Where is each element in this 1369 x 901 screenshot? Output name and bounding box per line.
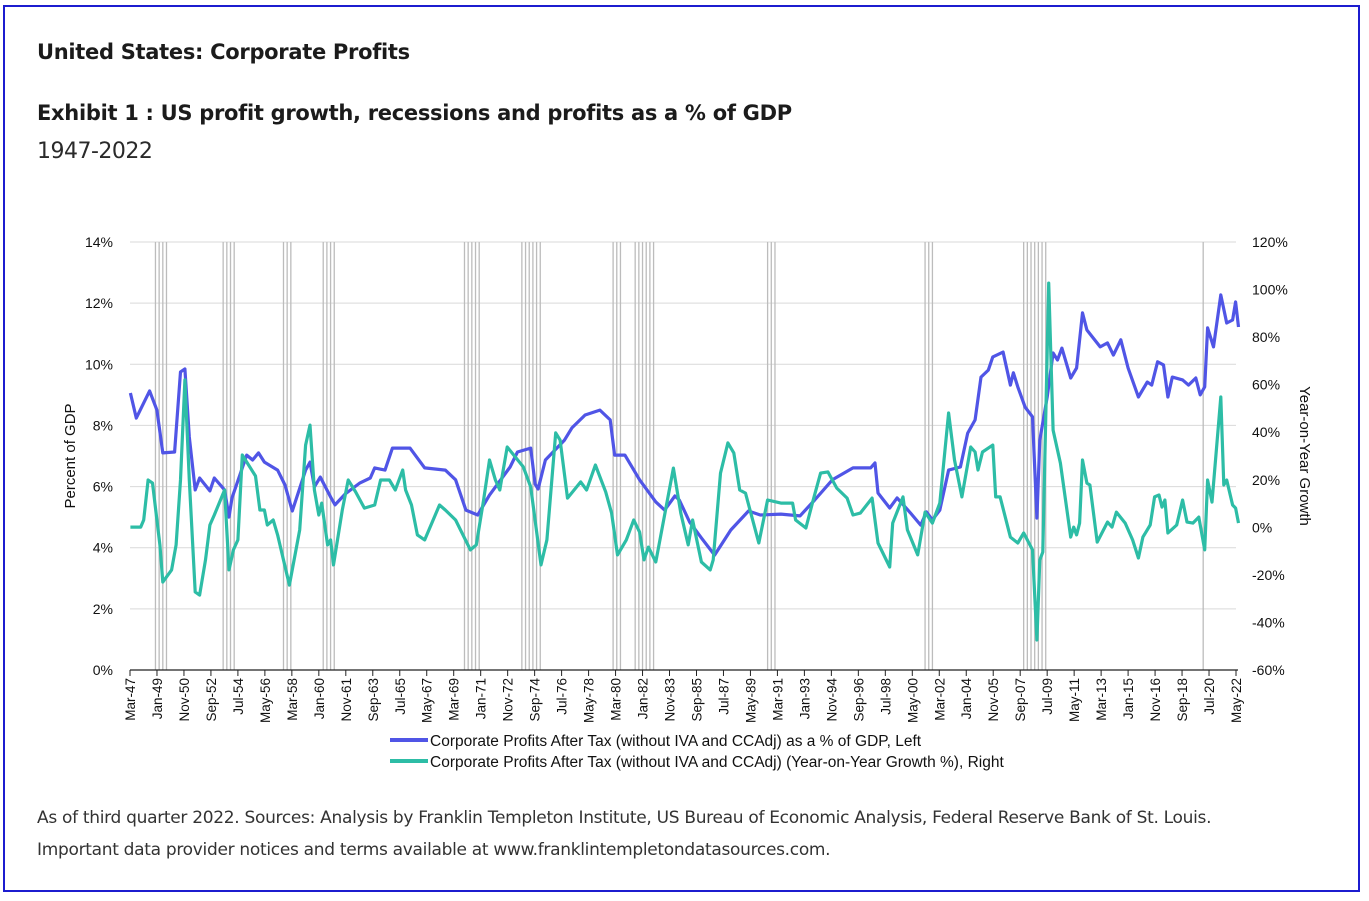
x-tick-label: Jan-15	[1121, 678, 1136, 719]
x-tick-label: Nov-94	[824, 678, 839, 722]
x-tick-label: Jul-09	[1040, 678, 1055, 715]
x-tick-label: Nov-72	[501, 678, 516, 722]
x-tick-label: May-11	[1067, 678, 1082, 722]
recession-band	[924, 242, 934, 670]
y-tick-label: 6%	[93, 479, 113, 495]
x-tick-label: Nov-83	[663, 678, 678, 722]
x-tick-label: Sep-74	[528, 678, 543, 722]
x-tick-label: Sep-63	[366, 678, 381, 722]
x-tick-label: Jan-60	[312, 678, 327, 719]
series-line-gdp-share	[128, 293, 1241, 557]
x-tick-label: May-22	[1229, 678, 1244, 723]
x-tick-label: Mar-91	[770, 678, 785, 721]
y2-tick-label: 80%	[1252, 329, 1280, 345]
x-tick-label: Nov-50	[177, 678, 192, 722]
y-tick-label: 8%	[93, 417, 113, 433]
y2-tick-label: -20%	[1252, 567, 1285, 583]
x-tick-label: Sep-52	[204, 678, 219, 722]
x-tick-label: May-89	[743, 678, 758, 723]
x-tick-label: Jan-82	[636, 678, 651, 719]
x-tick-label: May-00	[905, 678, 920, 723]
y2-tick-label: -60%	[1252, 662, 1285, 678]
y-axis-title: Percent of GDP	[62, 403, 79, 508]
page-title: United States: Corporate Profits	[37, 40, 410, 64]
x-tick-label: Nov-16	[1148, 678, 1163, 722]
x-tick-label: Mar-02	[932, 678, 947, 721]
y2-tick-label: 40%	[1252, 424, 1280, 440]
recession-band	[766, 242, 776, 670]
x-tick-label: May-78	[582, 678, 597, 723]
footer-notice: Important data provider notices and term…	[37, 840, 831, 860]
y-tick-label: 4%	[93, 540, 113, 556]
x-tick-label: Sep-18	[1175, 678, 1190, 722]
y2-tick-label: 120%	[1252, 234, 1288, 250]
y2-tick-label: 60%	[1252, 377, 1280, 393]
x-tick-label: Mar-47	[123, 678, 138, 721]
x-tick-label: Jul-98	[878, 678, 893, 715]
x-tick-label: Nov-61	[339, 678, 354, 722]
y-tick-label: 14%	[85, 234, 113, 250]
x-tick-label: Jul-76	[555, 678, 570, 715]
series-lines	[128, 281, 1241, 642]
y2-axis-title: Year-on-Year Growth	[1296, 386, 1313, 526]
x-tick-label: Jan-93	[797, 678, 812, 719]
legend-label-gdp: Corporate Profits After Tax (without IVA…	[430, 733, 922, 750]
x-tick-label: Sep-96	[851, 678, 866, 722]
x-tick-label: May-67	[420, 678, 435, 723]
y-tick-label: 10%	[85, 356, 113, 372]
y-tick-label: 0%	[93, 662, 113, 678]
y2-tick-label: 100%	[1252, 282, 1288, 298]
x-tick-label: Jul-20	[1202, 678, 1217, 715]
axes: 0% 2% 4% 6% 8% 10% 12% 14% -60% -40% -20% 0% 20% 40% 6…	[85, 234, 1288, 723]
recession-band	[222, 242, 235, 670]
x-tick-label: Jan-49	[150, 678, 165, 719]
x-tick-label: Sep-85	[689, 678, 704, 722]
x-tick-label: Mar-80	[609, 678, 624, 721]
x-tick-label: Mar-58	[285, 678, 300, 721]
x-tick-label: Jul-54	[231, 678, 246, 715]
recession-band	[282, 242, 292, 670]
series-line-yoy-growth	[130, 281, 1241, 642]
x-tick-label: Jan-71	[474, 678, 489, 719]
recession-band	[463, 242, 480, 670]
y-tick-label: 2%	[93, 601, 113, 617]
y-tick-label: 12%	[85, 295, 113, 311]
x-tick-label: Jul-65	[393, 678, 408, 715]
x-tick-label: Mar-69	[447, 678, 462, 721]
recession-band	[322, 242, 335, 670]
x-tick-label: Sep-07	[1013, 678, 1028, 722]
x-tick-label: Jan-04	[959, 678, 974, 720]
image-frame	[3, 5, 1360, 892]
y2-tick-label: 0%	[1252, 519, 1272, 535]
legend-label-yoy: Corporate Profits After Tax (without IVA…	[430, 754, 1004, 771]
footer-sources: As of third quarter 2022. Sources: Analy…	[37, 808, 1212, 828]
y2-tick-label: 20%	[1252, 472, 1280, 488]
legend: Corporate Profits After Tax (without IVA…	[390, 733, 1004, 771]
y2-tick-label: -40%	[1252, 614, 1285, 630]
recession-band	[634, 242, 655, 670]
x-tick-label: Mar-13	[1094, 678, 1109, 721]
recession-band	[154, 242, 168, 670]
exhibit-title: Exhibit 1 : US profit growth, recessions…	[37, 101, 792, 125]
period-subtitle: 1947-2022	[37, 139, 153, 164]
x-tick-label: Jul-87	[716, 678, 731, 715]
x-tick-label: May-56	[258, 678, 273, 723]
x-tick-label: Nov-05	[986, 678, 1001, 722]
